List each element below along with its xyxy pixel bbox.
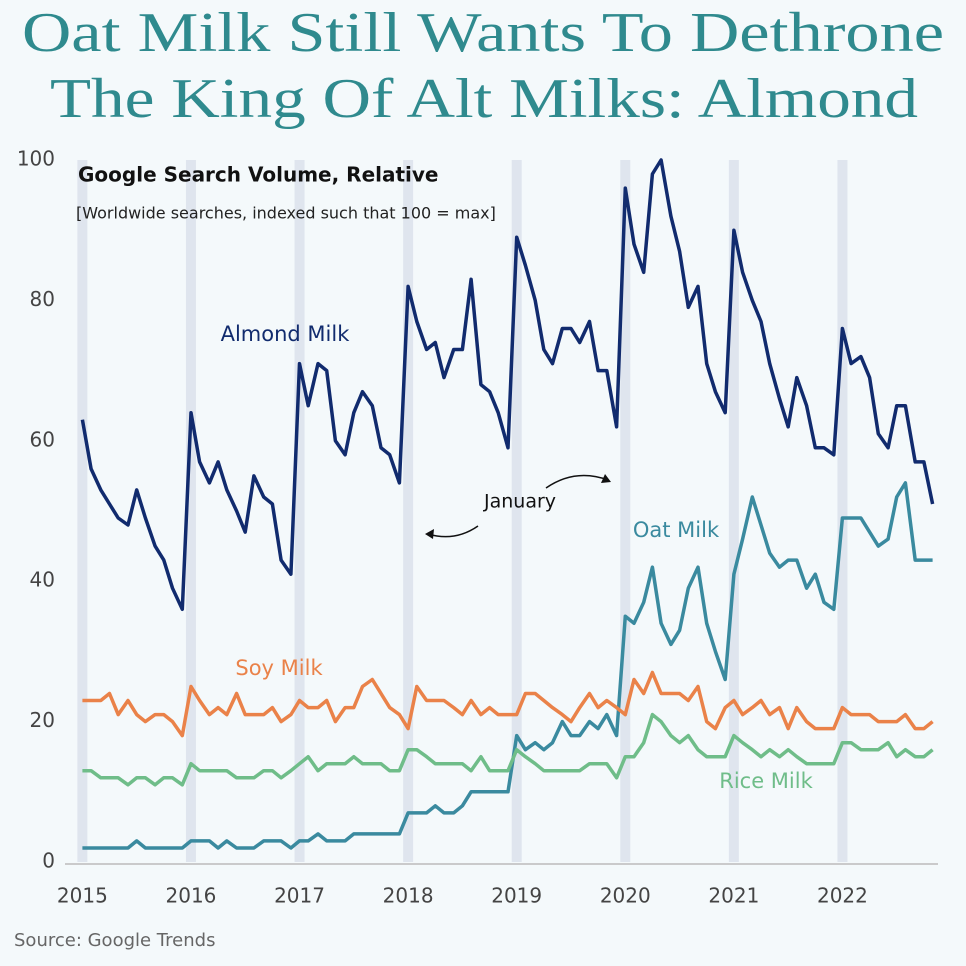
note: [Worldwide searches, indexed such that 1… [76, 204, 496, 223]
annotation: January [483, 491, 556, 513]
y-tick-label: 40 [30, 568, 55, 592]
january-band [294, 160, 305, 862]
january-band [185, 160, 196, 862]
y-tick-label: 0 [42, 849, 55, 873]
january-band [620, 160, 631, 862]
january-band [837, 160, 848, 862]
subtitle: Google Search Volume, Relative [78, 163, 439, 187]
x-tick-label: 2020 [600, 884, 651, 908]
series-line [82, 712, 934, 787]
y-tick-label: 60 [30, 427, 55, 451]
chart-title: Oat Milk Still Wants To Dethrone [22, 2, 944, 64]
x-tick-label: 2018 [383, 884, 434, 908]
january-band [728, 160, 739, 862]
x-tick-label: 2016 [166, 884, 217, 908]
arrow-head [601, 474, 611, 483]
series-line [82, 481, 933, 850]
january-band [77, 160, 88, 862]
series-line [82, 670, 934, 738]
series-label: Almond Milk [221, 322, 351, 346]
x-tick-label: 2015 [57, 884, 108, 908]
january-band [511, 160, 522, 862]
annotation-arrow [545, 474, 609, 489]
source: Source: Google Trends [14, 930, 215, 951]
series-label: Rice Milk [719, 769, 813, 793]
series-line [80, 158, 935, 612]
x-tick-label: 2017 [274, 884, 325, 908]
arrow-head [425, 529, 434, 539]
y-tick-label: 100 [17, 147, 55, 171]
x-tick-label: 2022 [817, 884, 868, 908]
january-band [403, 160, 414, 862]
chart-title: The King Of Alt Milks: Almond [50, 68, 918, 130]
series-label: Soy Milk [235, 656, 323, 680]
series-label: Oat Milk [633, 518, 720, 542]
x-tick-label: 2021 [708, 884, 759, 908]
x-tick-label: 2019 [491, 884, 542, 908]
y-tick-label: 80 [30, 287, 55, 311]
y-tick-label: 20 [30, 708, 55, 732]
